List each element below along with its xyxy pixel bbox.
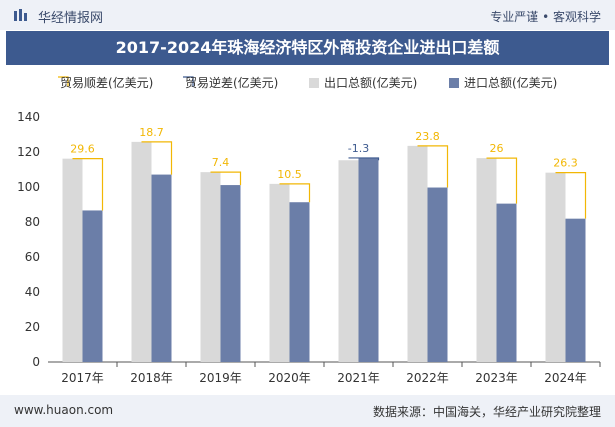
bars <box>62 141 586 362</box>
footer-source: 数据来源：中国海关，华经产业研究院整理 <box>372 405 601 419</box>
bar-import <box>427 187 448 362</box>
bar-import <box>289 202 310 362</box>
bar-import <box>358 157 379 362</box>
x-tick-label: 2020年 <box>268 371 311 385</box>
surplus-bracket <box>486 157 518 204</box>
legend: 贸易顺差(亿美元) 贸易逆差(亿美元) 出口总额(亿美元) 进口总额(亿美元) <box>58 75 557 90</box>
bar-import <box>151 174 172 362</box>
bar-import <box>496 203 517 362</box>
bar-export <box>476 158 497 362</box>
surplus-bracket <box>555 172 587 219</box>
deficit-bracket <box>348 157 380 161</box>
balance-label: 7.4 <box>212 156 230 169</box>
balance-label: 10.5 <box>277 168 302 181</box>
y-tick-label: 0 <box>32 355 40 369</box>
legend-label-deficit: 贸易逆差(亿美元) <box>185 75 278 90</box>
legend-item-import: 进口总额(亿美元) <box>449 75 557 90</box>
footer: www.huaon.com 数据来源：中国海关，华经产业研究院整理 <box>0 395 615 427</box>
bar-export <box>338 160 359 362</box>
x-tick-label: 2023年 <box>475 371 518 385</box>
x-tick-label: 2022年 <box>406 371 449 385</box>
balance-label: 29.6 <box>70 143 95 156</box>
x-tick-label: 2021年 <box>337 371 380 385</box>
logo-icon <box>14 9 27 21</box>
bar-import <box>565 218 586 362</box>
y-tick-label: 120 <box>17 145 40 159</box>
surplus-bracket <box>72 158 104 211</box>
footer-url: www.huaon.com <box>14 403 114 417</box>
y-tick-label: 100 <box>17 180 40 194</box>
x-tick-label: 2019年 <box>199 371 242 385</box>
chart-title: 2017-2024年珠海经济特区外商投资企业进出口差额 <box>6 31 609 65</box>
chart-svg: 贸易顺差(亿美元) 贸易逆差(亿美元) 出口总额(亿美元) 进口总额(亿美元) … <box>17 75 601 385</box>
balance-label: 23.8 <box>415 130 440 143</box>
y-tick-label: 80 <box>25 215 40 229</box>
legend-item-export: 出口总额(亿美元) <box>309 75 417 90</box>
balance-label: 18.7 <box>139 126 164 139</box>
x-tick-label: 2017年 <box>61 371 104 385</box>
legend-label-export: 出口总额(亿美元) <box>324 75 417 90</box>
legend-label-import: 进口总额(亿美元) <box>464 75 557 90</box>
surplus-bracket <box>417 145 449 188</box>
surplus-bracket <box>141 141 173 175</box>
legend-swatch-surplus <box>58 76 69 87</box>
bar-export <box>200 172 221 362</box>
tagline: 专业严谨 • 客观科学 <box>490 10 601 24</box>
legend-label-surplus: 贸易顺差(亿美元) <box>60 75 153 90</box>
y-tick-label: 40 <box>25 285 40 299</box>
x-tick-label: 2024年 <box>544 371 587 385</box>
bar-export <box>62 158 83 362</box>
bar-export <box>407 145 428 362</box>
surplus-bracket <box>210 171 242 186</box>
balance-label: 26 <box>490 142 504 155</box>
top-bar: 华经情报网 专业严谨 • 客观科学 <box>0 0 615 30</box>
x-tick-label: 2018年 <box>130 371 173 385</box>
y-tick-label: 20 <box>25 320 40 334</box>
y-tick-label: 140 <box>17 110 40 124</box>
balance-label: 26.3 <box>553 157 578 170</box>
surplus-bracket <box>279 183 311 203</box>
legend-item-surplus: 贸易顺差(亿美元) <box>58 75 153 90</box>
legend-swatch-export <box>309 78 319 88</box>
bar-export <box>131 141 152 362</box>
bar-import <box>220 185 241 362</box>
logo-text: 华经情报网 <box>38 11 104 26</box>
bar-import <box>82 210 103 362</box>
axes: 0 20 40 60 80 100 120 140 2017年 2018年 2019年 2020年 20… <box>17 110 601 385</box>
bar-export <box>269 183 290 362</box>
legend-item-deficit: 贸易逆差(亿美元) <box>183 75 278 90</box>
legend-swatch-deficit <box>183 76 194 87</box>
balance-label: -1.3 <box>348 142 369 155</box>
bar-export <box>545 172 566 362</box>
balance-markers: 29.6 18.7 7.4 10.5 -1.3 23.8 26 26.3 <box>70 126 587 219</box>
legend-swatch-import <box>449 78 459 88</box>
y-tick-label: 60 <box>25 250 40 264</box>
